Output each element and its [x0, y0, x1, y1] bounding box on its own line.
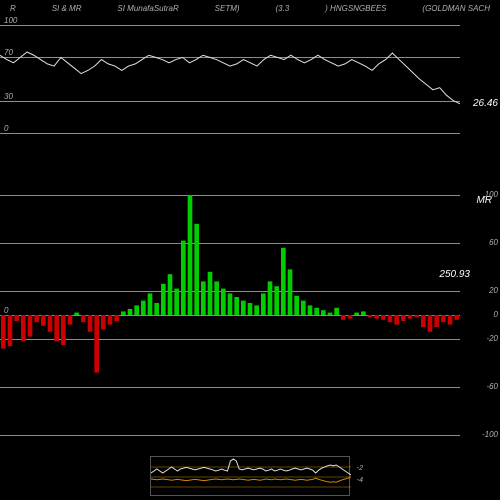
mr-bar [454, 315, 459, 320]
chart-header: R SI & MR SI MunafaSutraR SETM) (3.3 ) H… [0, 0, 500, 17]
mr-bar [368, 315, 373, 317]
mr-bar [8, 315, 13, 346]
mr-bar [274, 286, 279, 315]
gridline [0, 435, 460, 436]
si-line [0, 52, 460, 104]
mr-bar [288, 269, 293, 315]
mini-label: -4 [357, 477, 363, 484]
header-col3: SI MunafaSutraR [117, 4, 178, 13]
mr-bar [148, 293, 153, 315]
mr-bar [61, 315, 66, 345]
mr-bar [441, 315, 446, 322]
header-col7: (GOLDMAN SACH [422, 4, 490, 13]
mr-bar [321, 310, 326, 315]
y-axis-label-right: 0 [494, 310, 498, 319]
header-col6: ) HNGSNGBEES [325, 4, 386, 13]
mini-label: -2 [357, 465, 363, 472]
mr-bar [414, 315, 419, 317]
mr-bar [181, 241, 186, 315]
mr-bar [94, 315, 99, 373]
mr-bar [268, 281, 273, 315]
mr-bar [241, 301, 246, 315]
mr-bar [34, 315, 39, 322]
y-axis-label-right: -60 [486, 382, 498, 391]
mr-bar [174, 289, 179, 315]
mr-bar [108, 315, 113, 325]
mr-bar [281, 248, 286, 315]
y-axis-label-right: -20 [486, 334, 498, 343]
mr-bar [234, 297, 239, 315]
y-axis-label-right: 100 [485, 190, 498, 199]
mr-bar [14, 315, 19, 321]
mr-bar [68, 315, 73, 325]
mr-bar [154, 303, 159, 315]
header-col1: R [10, 4, 16, 13]
y-axis-label-right: 60 [489, 238, 498, 247]
mr-bar [248, 303, 253, 315]
mr-bar [334, 308, 339, 315]
mr-bar [448, 315, 453, 325]
si-panel: 0307010026.46 [0, 25, 500, 133]
mr-bar [261, 293, 266, 315]
mr-bar [114, 315, 119, 321]
mr-bar [74, 313, 79, 315]
mr-bar [41, 315, 46, 326]
mr-bar [314, 308, 319, 315]
mr-bar [308, 305, 313, 315]
mr-bar [228, 293, 233, 315]
mr-bar [381, 315, 386, 320]
si-current-value: 26.46 [473, 98, 498, 109]
mr-bar [394, 315, 399, 325]
mr-bar [374, 315, 379, 319]
y-axis-label-right: -100 [482, 430, 498, 439]
mr-bar [214, 281, 219, 315]
mr-bar [1, 315, 6, 349]
mr-bar [294, 296, 299, 315]
mr-bar [141, 301, 146, 315]
header-col5: (3.3 [275, 4, 289, 13]
mr-bar [81, 315, 86, 322]
mini-panel: -2-4 [150, 456, 350, 496]
mr-bar [161, 284, 166, 315]
mr-bar [208, 272, 213, 315]
mr-bar [428, 315, 433, 332]
mr-bar [341, 315, 346, 320]
mini-orange-line [151, 477, 351, 482]
mr-panel: MR-100-60-20020601000250.93 [0, 195, 500, 435]
mr-bar [128, 309, 133, 315]
mr-bar [254, 305, 259, 315]
mr-bar [88, 315, 93, 332]
mr-bar [434, 315, 439, 327]
y-axis-label-right: 20 [489, 286, 498, 295]
mr-bar [301, 301, 306, 315]
mr-bar [401, 315, 406, 321]
mr-bar [54, 315, 59, 341]
mr-bar [101, 315, 106, 329]
header-col4: SETM) [215, 4, 240, 13]
mr-bar [408, 315, 413, 319]
mr-bar [361, 311, 366, 315]
mr-bar [134, 305, 139, 315]
mr-bar [48, 315, 53, 332]
y-axis-label: 100 [4, 16, 17, 25]
mr-bar [188, 195, 193, 315]
mr-bar [388, 315, 393, 322]
mr-bar [354, 313, 359, 315]
mr-bar [21, 315, 26, 341]
gridline [0, 133, 460, 134]
mr-bar [168, 274, 173, 315]
mr-bar [201, 281, 206, 315]
mr-bar [194, 224, 199, 315]
header-col2: SI & MR [52, 4, 82, 13]
mr-bar [348, 315, 353, 319]
mr-bar [121, 311, 126, 315]
mr-bar [328, 313, 333, 315]
mr-bar [28, 315, 33, 337]
mr-bar [221, 289, 226, 315]
mr-bar [421, 315, 426, 327]
